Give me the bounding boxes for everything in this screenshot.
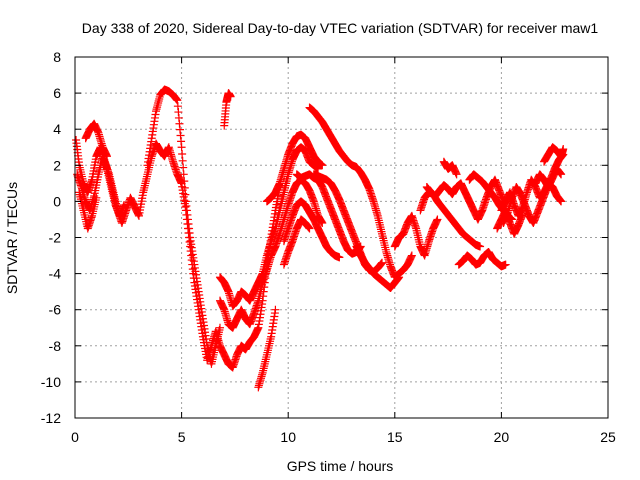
data-point <box>215 323 224 332</box>
y-tick-label: -8 <box>49 338 62 354</box>
y-tick-label: 4 <box>53 121 61 137</box>
y-tick-label: -12 <box>41 410 61 426</box>
data-point <box>226 92 235 101</box>
data-point <box>318 219 327 228</box>
data-point <box>501 260 510 269</box>
data-point <box>559 145 568 154</box>
data-point <box>395 273 404 282</box>
data-point <box>271 305 280 314</box>
x-tick-label: 10 <box>280 429 296 445</box>
data-point <box>179 170 188 179</box>
y-tick-label: -4 <box>49 266 62 282</box>
data-point <box>305 224 314 233</box>
x-tick-label: 25 <box>600 429 616 445</box>
data-point <box>335 253 344 262</box>
y-axis-label: SDTVAR / TECUs <box>4 182 20 294</box>
data-point <box>102 152 111 161</box>
data-point <box>518 210 527 219</box>
data-point <box>452 170 461 179</box>
data-point <box>557 197 566 206</box>
data-point <box>318 161 327 170</box>
x-tick-label: 0 <box>71 429 79 445</box>
data-point <box>378 258 387 267</box>
y-tick-label: 8 <box>53 49 61 65</box>
chart-title: Day 338 of 2020, Sidereal Day-to-day VTE… <box>82 20 599 36</box>
data-point <box>120 201 129 210</box>
y-tick-label: 2 <box>53 157 61 173</box>
data-point <box>476 242 485 251</box>
x-tick-label: 5 <box>178 429 186 445</box>
data-point <box>180 177 189 186</box>
y-tick-label: 0 <box>53 193 61 209</box>
x-axis: 0 5 10 15 20 25 <box>71 57 616 445</box>
y-axis: -12 -10 -8 -6 -4 -2 0 2 4 6 8 <box>41 49 608 426</box>
data-marks <box>72 85 568 392</box>
data-point <box>557 170 566 179</box>
y-tick-label: -10 <box>41 374 61 390</box>
data-point <box>180 183 189 192</box>
data-point <box>314 164 323 173</box>
data-point <box>433 215 442 224</box>
y-tick-label: -6 <box>49 302 62 318</box>
data-point <box>178 156 187 165</box>
x-axis-label: GPS time / hours <box>287 458 394 474</box>
y-tick-label: -2 <box>49 230 62 246</box>
data-point <box>178 150 187 159</box>
data-point <box>181 190 190 199</box>
data-point <box>179 163 188 172</box>
data-point <box>177 143 186 152</box>
data-point <box>92 193 101 202</box>
data-point <box>407 251 416 260</box>
x-tick-label: 15 <box>387 429 403 445</box>
x-tick-label: 20 <box>494 429 510 445</box>
y-tick-label: 6 <box>53 85 61 101</box>
